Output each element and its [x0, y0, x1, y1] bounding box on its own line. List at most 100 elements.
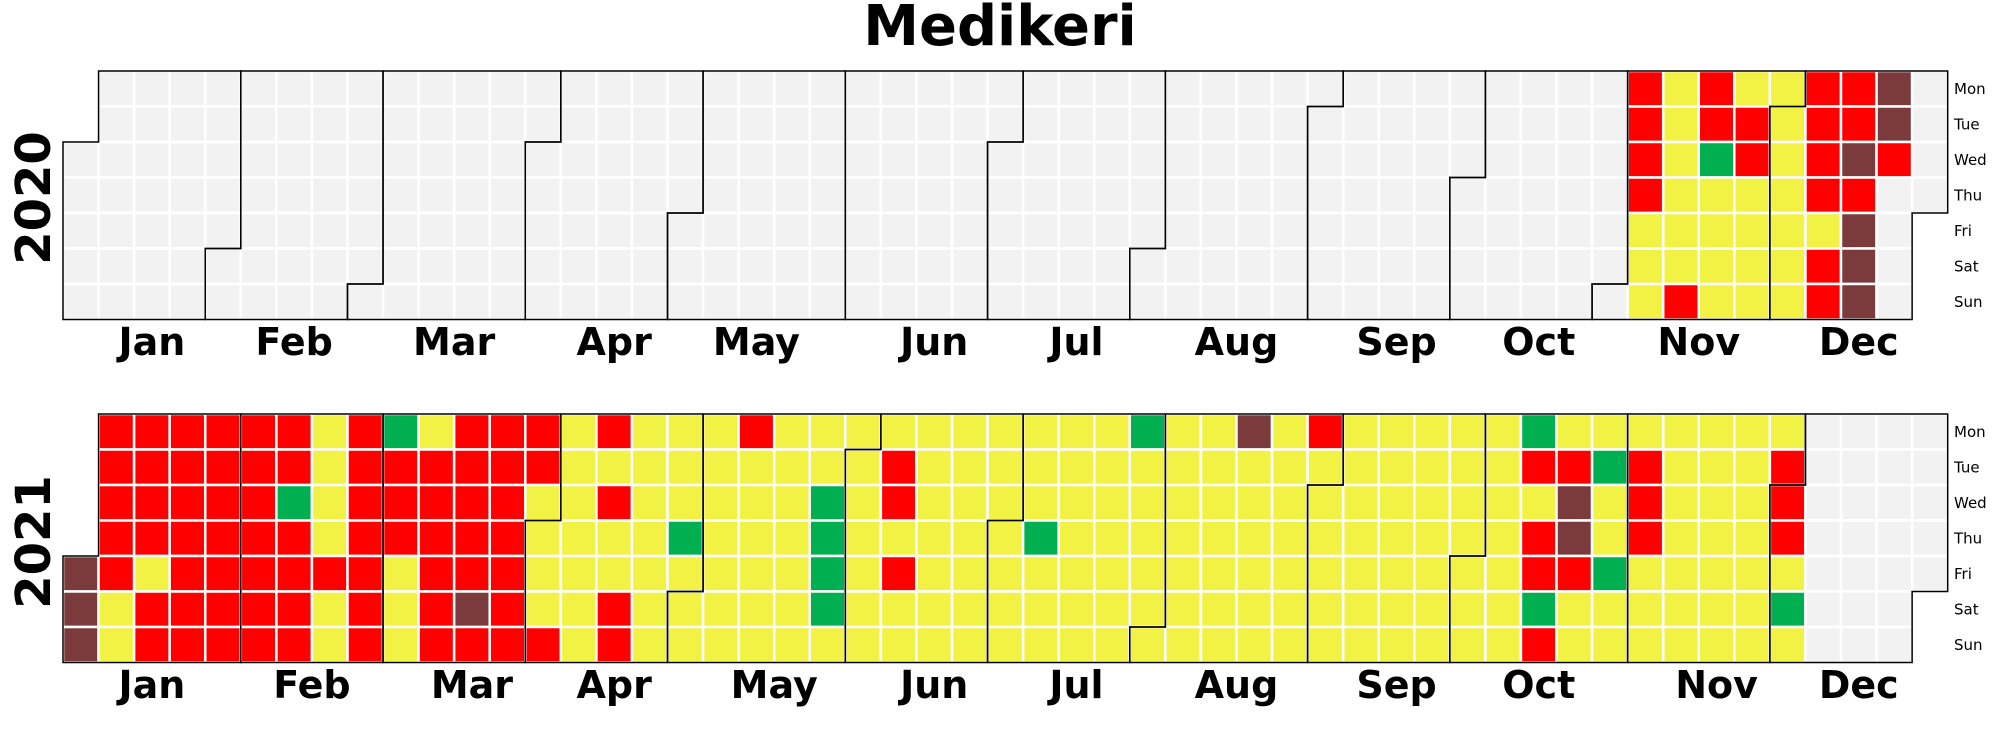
day-cell [488, 519, 527, 558]
day-cell [381, 247, 420, 286]
day-cell [1804, 483, 1843, 522]
day-cell [1875, 282, 1914, 321]
day-cell [97, 140, 136, 179]
day-cell [1021, 625, 1060, 664]
weekday-label: Wed [1954, 494, 1987, 512]
day-cell [1626, 519, 1665, 558]
day-cell [1519, 519, 1558, 558]
day-cell [701, 483, 740, 522]
day-cell [524, 554, 563, 593]
day-cell [666, 105, 705, 144]
day-cell [1484, 448, 1523, 487]
day-cell [381, 412, 420, 451]
day-cell [1413, 282, 1452, 321]
day-cell [559, 625, 598, 664]
day-cell [1626, 69, 1665, 108]
month-label: Apr [577, 663, 653, 707]
day-cell [1270, 625, 1309, 664]
month-label: Nov [1657, 320, 1740, 364]
day-cell [1519, 625, 1558, 664]
day-cell [1626, 554, 1665, 593]
day-cell [132, 554, 171, 593]
day-cell [452, 590, 491, 629]
day-cell [1164, 247, 1203, 286]
day-cell [1306, 105, 1345, 144]
day-cell [1590, 247, 1629, 286]
day-cell [1235, 554, 1274, 593]
month-label: Jun [897, 320, 968, 364]
day-cell [1199, 247, 1238, 286]
day-cell [1875, 412, 1914, 451]
day-cell [1768, 412, 1807, 451]
weekday-label: Sat [1954, 600, 1979, 618]
day-cell [559, 176, 598, 215]
day-cell [986, 625, 1025, 664]
day-cell [1377, 105, 1416, 144]
day-cell [844, 590, 883, 629]
day-cell [132, 483, 171, 522]
day-cell [1697, 519, 1736, 558]
day-cell [203, 282, 243, 321]
day-cell [488, 448, 527, 487]
day-cell [1164, 211, 1203, 250]
day-cell [1661, 590, 1701, 629]
day-cell [417, 590, 456, 629]
day-cell [844, 140, 883, 179]
day-cell [630, 590, 669, 629]
day-cell [1839, 554, 1878, 593]
day-cell [1057, 282, 1096, 321]
day-cell [808, 211, 847, 250]
day-cell [1804, 519, 1843, 558]
day-cell [97, 483, 136, 522]
day-cell [1804, 282, 1843, 321]
day-cell [1697, 69, 1736, 108]
day-cell [97, 211, 136, 250]
day-cell [1839, 105, 1878, 144]
day-cell [1413, 140, 1452, 179]
day-cell [1377, 412, 1416, 451]
day-cell [1128, 247, 1167, 286]
day-cell [808, 247, 847, 286]
day-cell [1341, 554, 1380, 593]
day-cell [1235, 140, 1274, 179]
day-cell [737, 211, 776, 250]
day-cell [1697, 412, 1736, 451]
day-cell [701, 140, 740, 179]
day-cell [97, 554, 136, 593]
day-cell [666, 519, 705, 558]
day-cell [1448, 176, 1487, 215]
day-cell [950, 519, 989, 558]
day-cell [950, 554, 989, 593]
day-cell [1768, 625, 1807, 664]
day-cell [1804, 590, 1843, 629]
day-cell [1199, 625, 1238, 664]
day-cell [1733, 625, 1772, 664]
day-cell [1413, 105, 1452, 144]
day-cell [1626, 625, 1665, 664]
day-cell [1661, 176, 1701, 215]
day-cell [1768, 282, 1807, 321]
day-cell [1341, 519, 1380, 558]
day-cell [950, 483, 989, 522]
day-cell [488, 483, 527, 522]
day-cell [1448, 554, 1487, 593]
day-cell [879, 590, 918, 629]
day-cell [239, 247, 278, 286]
day-cell [1448, 105, 1487, 144]
day-cell [1413, 69, 1452, 108]
day-cell [701, 211, 740, 250]
day-cell [1555, 448, 1594, 487]
day-cell [1270, 590, 1309, 629]
day-cell [239, 519, 278, 558]
day-cell [1164, 69, 1203, 108]
day-cell [559, 140, 598, 179]
day-cell [737, 282, 776, 321]
day-cell [559, 69, 598, 108]
day-cell [239, 176, 278, 215]
day-cell [275, 176, 314, 215]
day-cell [310, 625, 349, 664]
day-cell [1092, 483, 1132, 522]
day-cell [239, 625, 278, 664]
day-cell [595, 483, 634, 522]
day-cell [772, 140, 812, 179]
